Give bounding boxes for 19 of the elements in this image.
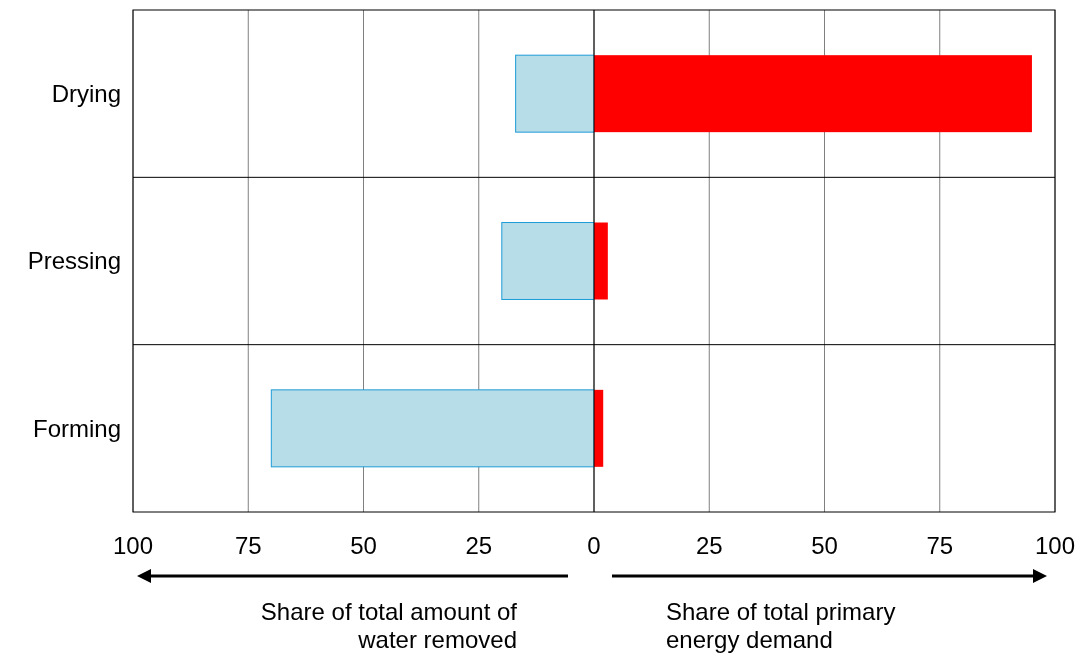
bar xyxy=(594,222,608,300)
y-tick-label: Drying xyxy=(51,80,121,108)
x-tick-label: 25 xyxy=(465,532,493,559)
x-tick-label: 75 xyxy=(234,532,262,559)
x-tick-label: 50 xyxy=(350,532,377,559)
x-tick-label: 100 xyxy=(112,532,154,559)
bar xyxy=(594,55,1032,133)
x-tick-label: 0 xyxy=(587,532,601,559)
x-tick-label: 25 xyxy=(695,532,723,559)
x-tick-label: 75 xyxy=(926,532,954,559)
bar xyxy=(501,222,595,300)
x-tick-label: 50 xyxy=(811,532,838,559)
x-tick-label: 100 xyxy=(1034,532,1076,559)
text: Share of total amount of water removed xyxy=(260,598,518,653)
bar xyxy=(270,389,595,468)
y-tick-label: Pressing xyxy=(27,247,121,275)
y-tick-label: Forming xyxy=(32,414,121,442)
text: Share of total primary energy demand xyxy=(666,598,896,653)
bar xyxy=(515,54,595,133)
